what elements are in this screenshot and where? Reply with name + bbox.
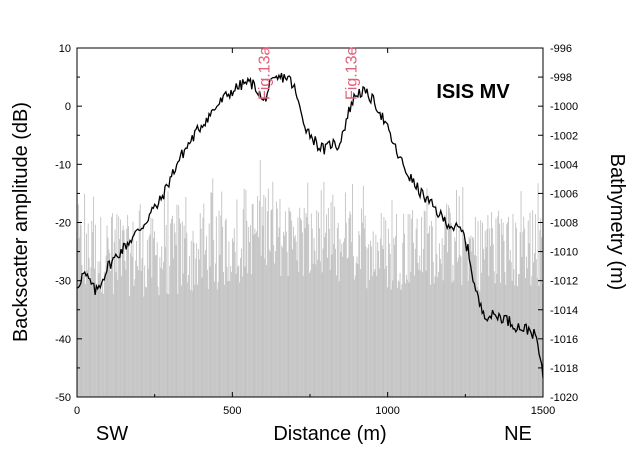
y-tick-label: -40 <box>55 334 71 346</box>
y2-tick-label: -998 <box>550 72 572 84</box>
y2-tick-label: -996 <box>550 43 572 55</box>
direction-left-label: SW <box>96 423 128 445</box>
y2-tick-label: -1016 <box>550 334 578 346</box>
y2-axis-label: Bathymetry (m) <box>606 154 628 291</box>
y-tick-label: -20 <box>55 218 71 230</box>
y-tick-label: -50 <box>55 392 71 404</box>
x-axis-ticks: 0 500 1000 1500 <box>74 48 555 417</box>
y2-tick-label: -1014 <box>550 305 578 317</box>
y2-tick-label: -1002 <box>550 130 578 142</box>
y2-tick-label: -1000 <box>550 101 578 113</box>
chart-title: ISIS MV <box>436 81 510 103</box>
y2-tick-label: -1008 <box>550 218 578 230</box>
y2-tick-label: -1010 <box>550 247 578 259</box>
x-tick-label: 1000 <box>375 405 399 417</box>
y-tick-label: 10 <box>59 43 71 55</box>
figure-annotation: Fig.13a <box>256 47 273 100</box>
y2-tick-label: -1018 <box>550 363 578 375</box>
backscatter-bars <box>76 160 543 397</box>
left-axis-ticks: -50 -40 -30 -20 -10 0 10 <box>55 43 82 404</box>
y-tick-label: -30 <box>55 276 71 288</box>
x-axis-label: Distance (m) <box>273 423 386 445</box>
y-tick-label: -10 <box>55 159 71 171</box>
y2-tick-label: -1004 <box>550 159 578 171</box>
annotations: Fig.13a Fig.13e <box>256 47 360 100</box>
direction-right-label: NE <box>504 423 532 445</box>
y2-tick-label: -1020 <box>550 392 578 404</box>
x-tick-label: 500 <box>223 405 241 417</box>
x-tick-label: 0 <box>74 405 80 417</box>
bathymetry-line <box>76 72 544 379</box>
x-tick-label: 1500 <box>531 405 555 417</box>
y2-tick-label: -1006 <box>550 188 578 200</box>
y-tick-label: 0 <box>65 101 71 113</box>
y2-tick-label: -1012 <box>550 276 578 288</box>
figure-annotation: Fig.13e <box>343 47 360 100</box>
y-axis-label: Backscatter amplitude (dB) <box>10 102 32 342</box>
right-axis-ticks: -1020 -1018 -1016 -1014 -1012 -1010 -1008 -1006… <box>538 43 578 404</box>
